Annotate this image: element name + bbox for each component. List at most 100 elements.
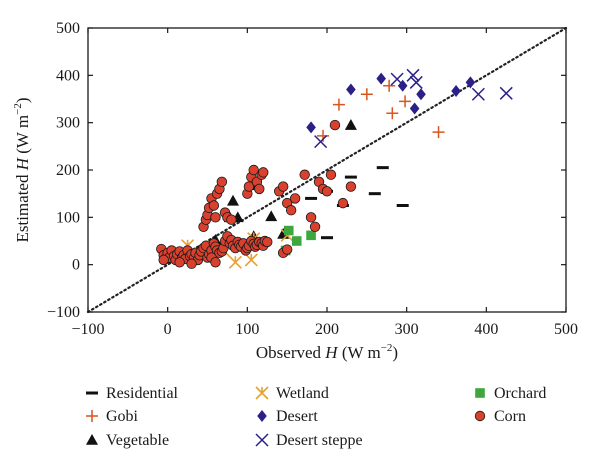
point-gobi [386,107,399,120]
y-tick-label: 300 [56,115,80,132]
point-corn [321,186,333,197]
legend-label-wetland: Wetland [276,385,329,402]
point-corn [226,214,237,225]
x-axis-title: Observed H (W m−2) [256,342,398,362]
legend-marker-desert-steppe [255,433,269,447]
legend-label-desert-steppe: Desert steppe [276,432,363,449]
point-corn [329,119,341,131]
x-tick-label: 200 [315,321,339,338]
point-corn [277,181,289,192]
legend-item-desert: Desert [257,408,318,425]
point-desert-steppe [499,86,513,100]
series-gobi [317,79,445,142]
legend-item-corn: Corn [474,408,526,425]
point-corn [299,169,310,180]
point-corn [337,197,349,209]
point-corn [210,257,221,268]
point-wetland [244,253,258,267]
point-corn [210,212,221,223]
point-gobi [360,88,373,101]
x-tick-label: −100 [71,321,104,338]
legend-marker-vegetable [86,434,98,445]
y-tick-label: 0 [72,257,80,274]
point-desert [416,88,426,101]
series-desert [306,72,476,134]
legend-marker-corn [474,410,486,422]
point-corn [258,167,269,178]
point-desert-steppe [471,87,485,101]
legend-item-residential: Residential [86,385,179,402]
point-desert-steppe [314,135,328,149]
y-tick-label: −100 [47,304,80,321]
y-axis-title: Estimated H (W m−2) [12,97,32,242]
point-corn [186,258,197,269]
legend: Residential Gobi Vegetable Wetland Desert Des… [86,385,546,449]
point-corn [289,193,301,204]
point-orchard [291,236,302,246]
y-tick-label: 200 [56,162,80,179]
point-desert [306,121,316,134]
legend-label-desert: Desert [276,408,318,425]
series-corn [156,119,357,269]
x-tick-label: 500 [554,321,578,338]
legend-label-gobi: Gobi [106,408,139,425]
x-tick-label: 300 [395,321,419,338]
point-corn [309,221,321,233]
point-corn [262,236,273,248]
x-tick-label: 400 [474,321,498,338]
x-tick-label: 100 [235,321,259,338]
point-orchard [306,230,316,241]
point-corn [158,254,169,266]
legend-item-orchard: Orchard [475,385,546,402]
legend-label-vegetable: Vegetable [106,432,169,449]
point-corn [254,183,265,195]
point-vegetable [226,194,239,206]
legend-marker-orchard [475,388,485,398]
point-corn [345,181,357,192]
point-desert-steppe [406,68,420,82]
point-vegetable [344,119,357,130]
point-desert [346,83,356,96]
point-desert [451,84,461,97]
point-corn [208,200,220,211]
legend-item-wetland: Wetland [255,385,329,402]
legend-item-desert-steppe: Desert steppe [255,432,363,449]
axes: −100 0 100 200 300 400 500 −100 0 100 200 300 400 500 [47,20,578,338]
legend-marker-desert [257,410,267,422]
point-gobi [332,98,345,111]
legend-label-residential: Residential [106,385,179,402]
point-gobi [432,126,445,139]
point-corn [281,244,293,255]
legend-label-corn: Corn [494,408,526,425]
y-tick-label: 100 [56,209,80,226]
plot-area [86,26,568,314]
point-desert [376,72,386,85]
legend-marker-gobi [86,410,98,422]
y-tick-label: 500 [56,20,80,37]
point-corn [243,181,255,192]
legend-item-gobi: Gobi [86,408,139,425]
point-corn [216,176,228,188]
point-corn [305,212,317,223]
legend-marker-wetland [255,386,269,400]
point-corn [325,169,337,180]
legend-label-orchard: Orchard [494,385,546,402]
point-orchard [283,225,294,236]
point-gobi [399,95,412,108]
y-tick-label: 400 [56,67,80,84]
point-desert-steppe [390,72,404,86]
point-gobi [383,79,396,92]
point-desert [409,102,420,115]
point-corn [248,164,259,176]
point-vegetable [265,210,278,222]
point-desert [465,76,476,89]
point-corn [174,257,185,268]
point-desert-steppe [409,75,423,89]
x-tick-label: 0 [164,321,172,338]
legend-item-vegetable: Vegetable [86,432,169,449]
series-desert-steppe [314,68,513,149]
point-corn [285,205,297,216]
point-wetland [228,255,242,269]
reference-line [86,26,568,314]
